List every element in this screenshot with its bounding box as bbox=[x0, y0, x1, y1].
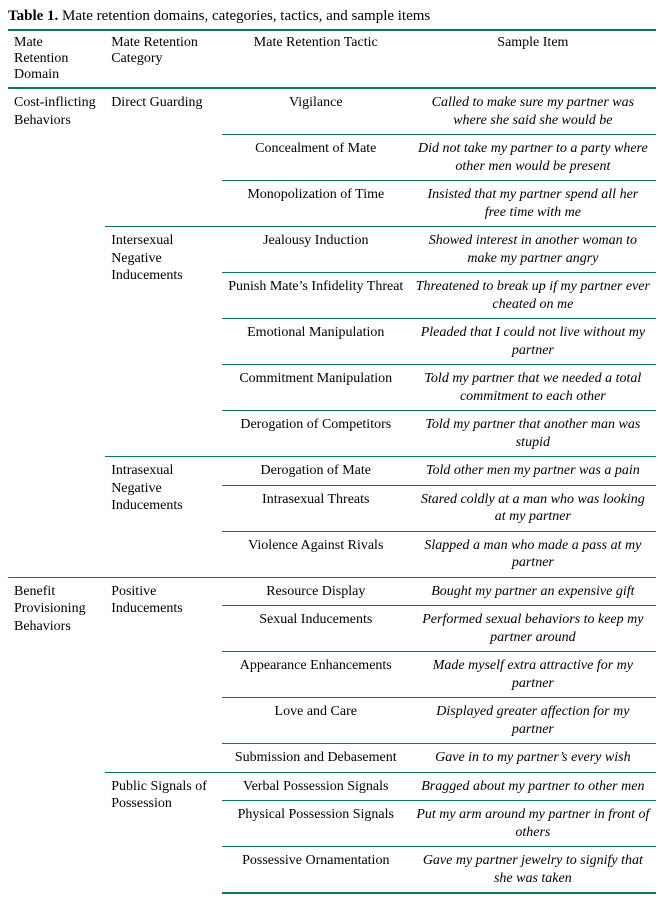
category-cell: Positive Inducements bbox=[105, 577, 222, 772]
sample-cell: Bought my partner an expensive gift bbox=[410, 577, 656, 606]
sample-cell: Insisted that my partner spend all her f… bbox=[410, 181, 656, 227]
table-body: Cost-inflicting BehaviorsDirect Guarding… bbox=[8, 88, 656, 893]
mate-retention-table: Mate Retention Domain Mate Retention Cat… bbox=[8, 29, 656, 894]
tactic-cell: Derogation of Competitors bbox=[222, 411, 410, 457]
category-cell: Intrasexual Negative Inducements bbox=[105, 457, 222, 578]
tactic-cell: Possessive Ornamentation bbox=[222, 847, 410, 894]
tactic-cell: Derogation of Mate bbox=[222, 457, 410, 486]
tactic-cell: Commitment Manipulation bbox=[222, 365, 410, 411]
category-cell: Direct Guarding bbox=[105, 88, 222, 227]
tactic-cell: Intrasexual Threats bbox=[222, 485, 410, 531]
domain-cell: Benefit Provisioning Behaviors bbox=[8, 577, 105, 893]
table-row: Cost-inflicting BehaviorsDirect Guarding… bbox=[8, 88, 656, 135]
tactic-cell: Monopolization of Time bbox=[222, 181, 410, 227]
sample-cell: Pleaded that I could not live without my… bbox=[410, 319, 656, 365]
tactic-cell: Jealousy Induction bbox=[222, 227, 410, 273]
sample-cell: Showed interest in another woman to make… bbox=[410, 227, 656, 273]
table-row: Public Signals of PossessionVerbal Posse… bbox=[8, 772, 656, 801]
tactic-cell: Emotional Manipulation bbox=[222, 319, 410, 365]
tactic-cell: Submission and Debasement bbox=[222, 744, 410, 773]
sample-cell: Bragged about my partner to other men bbox=[410, 772, 656, 801]
category-cell: Intersexual Negative Inducements bbox=[105, 227, 222, 457]
tactic-cell: Love and Care bbox=[222, 698, 410, 744]
tactic-cell: Punish Mate’s Infidelity Threat bbox=[222, 273, 410, 319]
sample-cell: Threatened to break up if my partner eve… bbox=[410, 273, 656, 319]
table-caption: Table 1. Mate retention domains, categor… bbox=[8, 8, 656, 25]
tactic-cell: Concealment of Mate bbox=[222, 135, 410, 181]
tactic-cell: Verbal Possession Signals bbox=[222, 772, 410, 801]
tactic-cell: Sexual Inducements bbox=[222, 606, 410, 652]
sample-cell: Slapped a man who made a pass at my part… bbox=[410, 531, 656, 577]
table-row: Intersexual Negative InducementsJealousy… bbox=[8, 227, 656, 273]
table-title: Mate retention domains, categories, tact… bbox=[58, 8, 430, 24]
sample-cell: Performed sexual behaviors to keep my pa… bbox=[410, 606, 656, 652]
col-sample: Sample Item bbox=[410, 30, 656, 88]
category-cell: Public Signals of Possession bbox=[105, 772, 222, 893]
table-number: Table 1. bbox=[8, 8, 58, 24]
sample-cell: Told my partner that we needed a total c… bbox=[410, 365, 656, 411]
sample-cell: Called to make sure my partner was where… bbox=[410, 88, 656, 135]
sample-cell: Told other men my partner was a pain bbox=[410, 457, 656, 486]
sample-cell: Told my partner that another man was stu… bbox=[410, 411, 656, 457]
sample-cell: Displayed greater affection for my partn… bbox=[410, 698, 656, 744]
sample-cell: Gave my partner jewelry to signify that … bbox=[410, 847, 656, 894]
sample-cell: Made myself extra attractive for my part… bbox=[410, 652, 656, 698]
col-tactic: Mate Retention Tactic bbox=[222, 30, 410, 88]
tactic-cell: Resource Display bbox=[222, 577, 410, 606]
table-row: Intrasexual Negative InducementsDerogati… bbox=[8, 457, 656, 486]
tactic-cell: Appearance Enhancements bbox=[222, 652, 410, 698]
domain-cell: Cost-inflicting Behaviors bbox=[8, 88, 105, 577]
tactic-cell: Violence Against Rivals bbox=[222, 531, 410, 577]
sample-cell: Gave in to my partner’s every wish bbox=[410, 744, 656, 773]
col-domain: Mate Retention Domain bbox=[8, 30, 105, 88]
table-row: Benefit Provisioning BehaviorsPositive I… bbox=[8, 577, 656, 606]
col-category: Mate Retention Category bbox=[105, 30, 222, 88]
sample-cell: Stared coldly at a man who was looking a… bbox=[410, 485, 656, 531]
sample-cell: Did not take my partner to a party where… bbox=[410, 135, 656, 181]
table-header-row: Mate Retention Domain Mate Retention Cat… bbox=[8, 30, 656, 88]
tactic-cell: Physical Possession Signals bbox=[222, 801, 410, 847]
sample-cell: Put my arm around my partner in front of… bbox=[410, 801, 656, 847]
tactic-cell: Vigilance bbox=[222, 88, 410, 135]
